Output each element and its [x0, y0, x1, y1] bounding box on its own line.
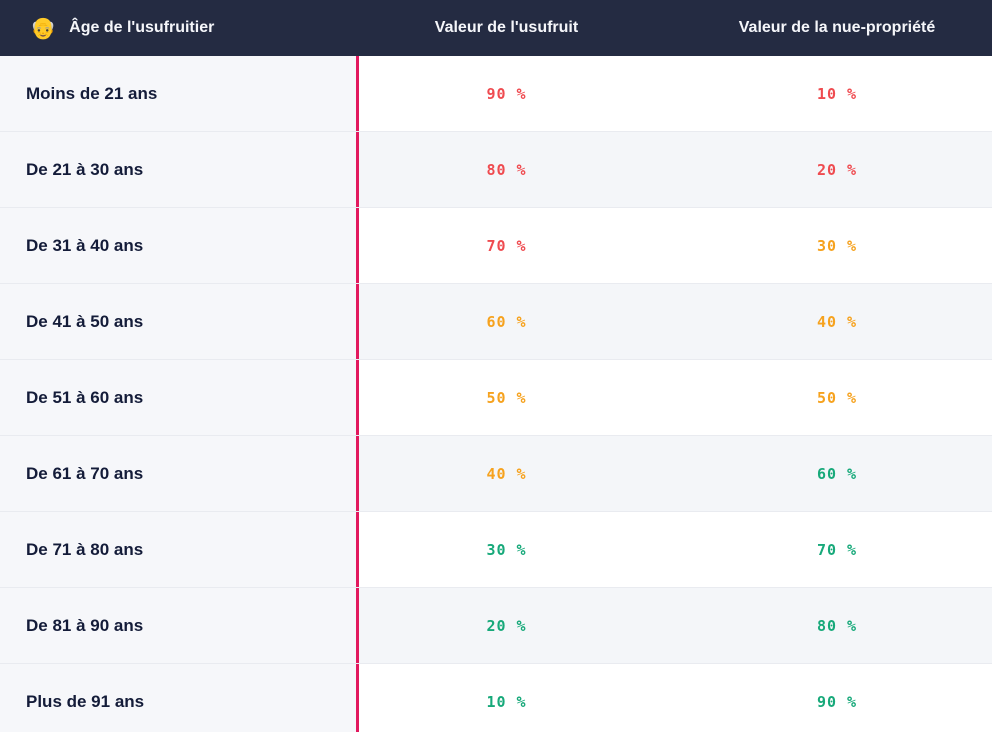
age-label: Plus de 91 ans	[0, 664, 356, 732]
usufruit-value: 20 %	[486, 616, 527, 635]
nue-propriete-value: 60 %	[816, 464, 858, 483]
header-age-label: Âge de l'usufruitier	[69, 19, 215, 36]
age-label: De 71 à 80 ans	[0, 512, 356, 587]
usufruit-value: 90 %	[486, 84, 527, 103]
age-label: De 61 à 70 ans	[0, 436, 356, 511]
table-row: De 61 à 70 ans 40 % 60 %	[0, 436, 992, 512]
nue-propriete-value: 90 %	[816, 692, 858, 711]
age-label: De 41 à 50 ans	[0, 284, 356, 359]
table-row: Plus de 91 ans 10 % 90 %	[0, 664, 992, 732]
usufruit-value: 40 %	[486, 464, 527, 483]
header-nue-propriete-label: Valeur de la nue-propriété	[738, 19, 936, 36]
table-row: Moins de 21 ans 90 % 10 %	[0, 56, 992, 132]
usufruit-value: 50 %	[486, 388, 527, 407]
nue-propriete-value: 80 %	[816, 616, 858, 635]
usufruit-value: 80 %	[486, 160, 527, 179]
age-label: De 51 à 60 ans	[0, 360, 356, 435]
age-label: Moins de 21 ans	[0, 56, 356, 131]
nue-propriete-value: 70 %	[816, 540, 858, 559]
usufruit-value: 30 %	[486, 540, 527, 559]
age-label: De 31 à 40 ans	[0, 208, 356, 283]
nue-propriete-value: 50 %	[816, 388, 858, 407]
table-row: De 31 à 40 ans 70 % 30 %	[0, 208, 992, 284]
usufruit-value: 60 %	[486, 312, 527, 331]
table-row: De 51 à 60 ans 50 % 50 %	[0, 360, 992, 436]
usufruit-value: 10 %	[486, 692, 527, 711]
nue-propriete-value: 20 %	[816, 160, 858, 179]
table-body: Moins de 21 ans 90 % 10 % De 21 à 30 ans…	[0, 56, 992, 732]
usufruit-value: 70 %	[486, 236, 527, 255]
table-row: De 71 à 80 ans 30 % 70 %	[0, 512, 992, 588]
age-label: De 81 à 90 ans	[0, 588, 356, 663]
table-row: De 41 à 50 ans 60 % 40 %	[0, 284, 992, 360]
header-usufruit-label: Valeur de l'usufruit	[434, 19, 579, 36]
table-header: 👴 Âge de l'usufruitier Valeur de l'usufr…	[0, 0, 992, 56]
old-man-emoji-icon: 👴	[30, 15, 57, 40]
table-row: De 81 à 90 ans 20 % 80 %	[0, 588, 992, 664]
nue-propriete-value: 30 %	[816, 236, 858, 255]
age-label: De 21 à 30 ans	[0, 132, 356, 207]
table-row: De 21 à 30 ans 80 % 20 %	[0, 132, 992, 208]
header-age-cell: 👴 Âge de l'usufruitier	[0, 15, 359, 40]
nue-propriete-value: 10 %	[816, 84, 858, 103]
nue-propriete-value: 40 %	[816, 312, 858, 331]
